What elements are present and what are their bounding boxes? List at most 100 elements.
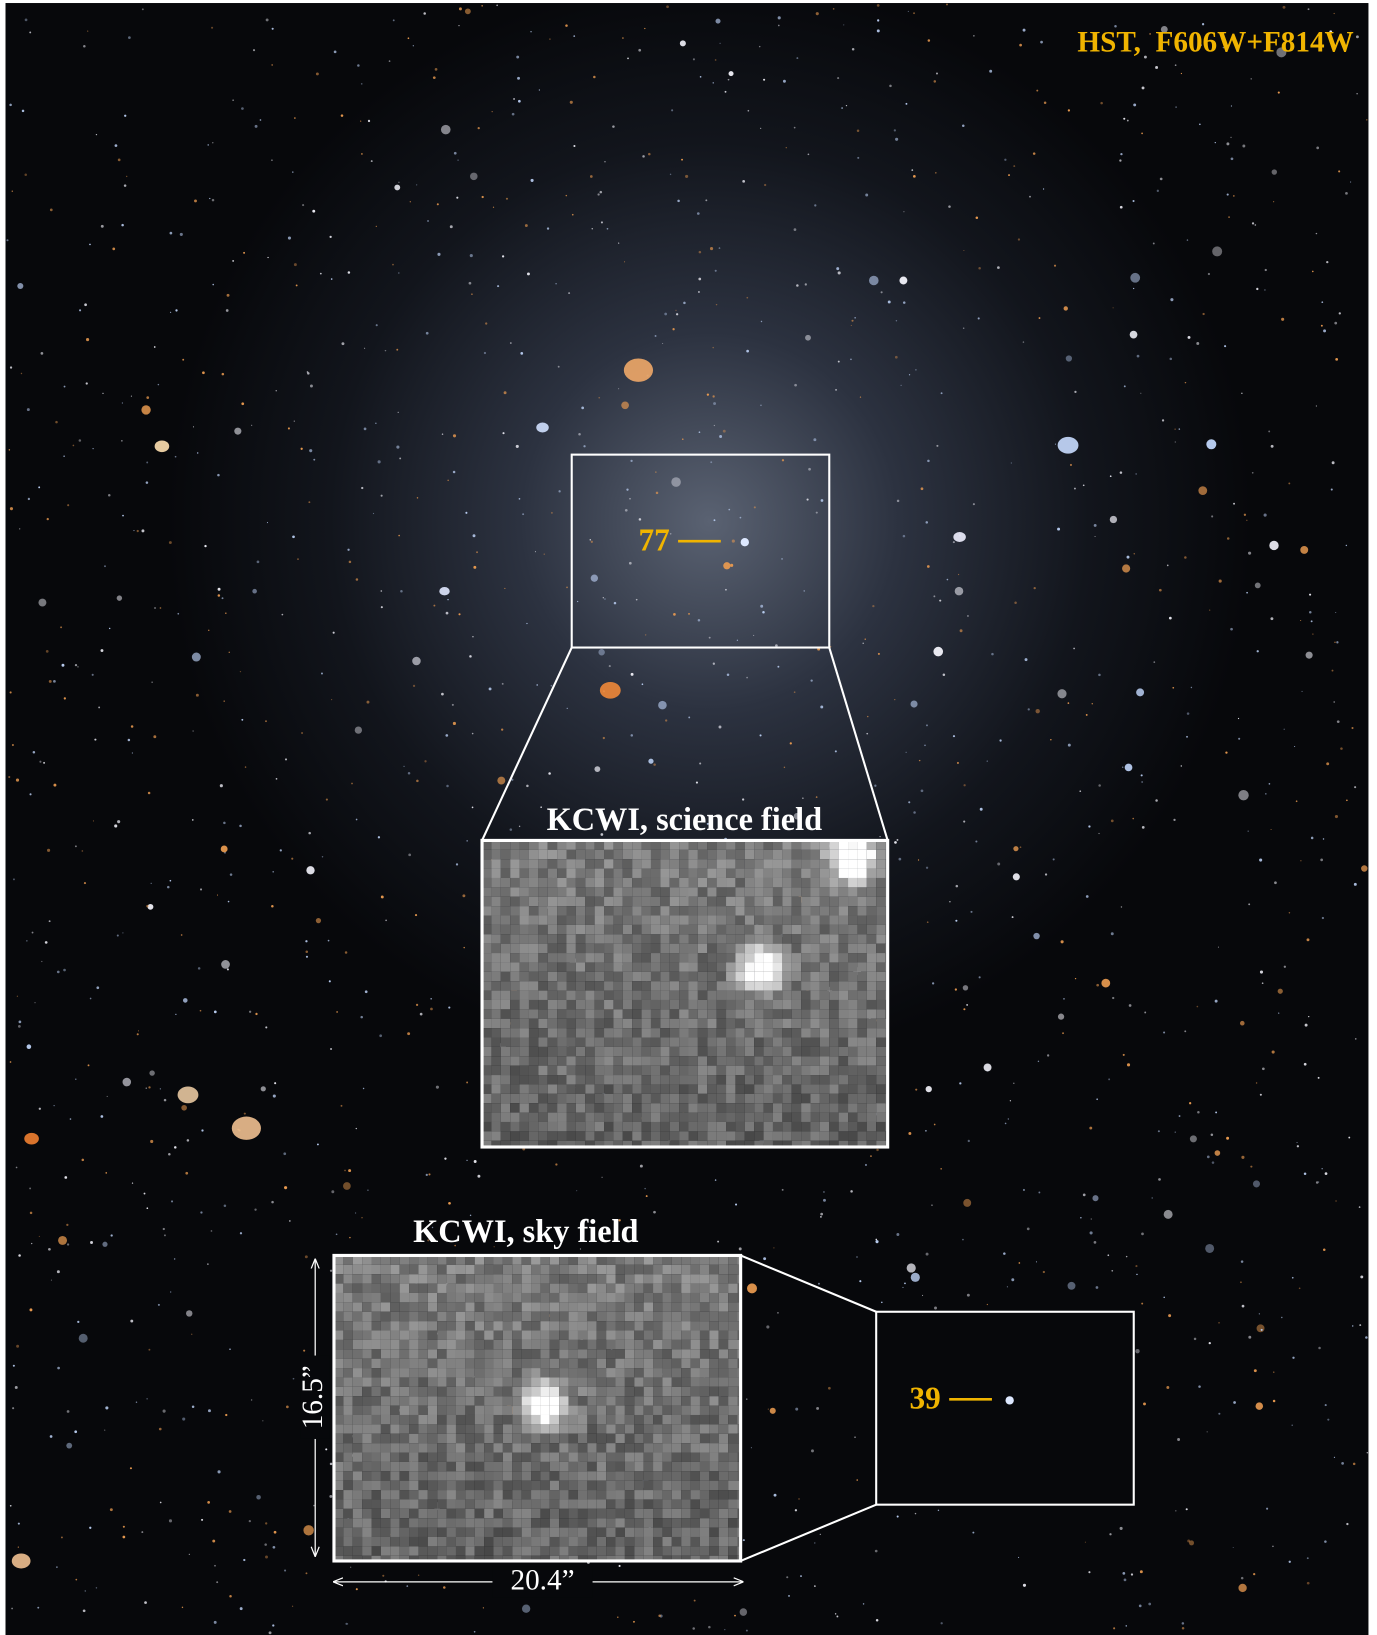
- pixel: [838, 849, 849, 860]
- star: [14, 1385, 18, 1389]
- star: [309, 449, 313, 453]
- pixel: [482, 1037, 492, 1047]
- pixel: [427, 1414, 438, 1425]
- pixel: [866, 1056, 877, 1066]
- pixel: [726, 999, 736, 1010]
- pixel: [596, 1461, 607, 1472]
- pixel: [650, 990, 661, 1000]
- pixel: [660, 1121, 670, 1132]
- pixel: [744, 934, 755, 944]
- pixel: [540, 1536, 550, 1547]
- star: [908, 1131, 912, 1135]
- pixel: [399, 1302, 410, 1312]
- pixel: [679, 962, 689, 972]
- pixel: [662, 1330, 672, 1340]
- pixel: [782, 1065, 792, 1076]
- pixel: [662, 1490, 672, 1500]
- star: [440, 124, 451, 135]
- pixel: [446, 1452, 456, 1462]
- star: [1126, 1063, 1131, 1067]
- pixel: [606, 1461, 616, 1472]
- pixel: [531, 1386, 541, 1397]
- star: [303, 1525, 314, 1536]
- pixel: [577, 1358, 588, 1369]
- pixel: [735, 1046, 745, 1057]
- star: [313, 458, 316, 461]
- star: [272, 1545, 276, 1549]
- pixel: [437, 1452, 447, 1462]
- star: [129, 1467, 132, 1470]
- region-box: [570, 453, 831, 649]
- star: [465, 511, 468, 514]
- pixel: [549, 1508, 560, 1519]
- star: [742, 179, 746, 183]
- star: [354, 726, 363, 734]
- pixel: [622, 1112, 633, 1122]
- pixel: [568, 1311, 578, 1322]
- pixel: [744, 1093, 755, 1104]
- galaxy: [623, 358, 654, 382]
- pixel: [772, 868, 783, 878]
- star: [221, 960, 230, 969]
- star: [908, 801, 911, 804]
- pixel: [679, 1112, 689, 1122]
- pixel: [380, 1358, 391, 1369]
- pixel: [521, 1461, 532, 1472]
- pixel: [606, 1339, 616, 1350]
- pixel: [575, 1103, 586, 1113]
- star: [777, 1312, 779, 1314]
- pixel: [587, 1302, 597, 1312]
- pixel: [632, 1028, 642, 1038]
- pixel: [688, 943, 698, 954]
- pixel: [540, 1339, 550, 1350]
- pixel: [568, 1405, 578, 1415]
- star: [123, 184, 127, 187]
- star: [819, 1533, 821, 1536]
- pixel: [594, 1056, 605, 1066]
- star: [30, 1242, 33, 1245]
- pixel: [735, 990, 745, 1000]
- pixel: [857, 943, 867, 954]
- star: [1264, 268, 1267, 272]
- pixel: [427, 1499, 438, 1509]
- pixel: [575, 1140, 586, 1148]
- pixel: [528, 868, 539, 878]
- pixel: [688, 1131, 698, 1141]
- pixel: [782, 1131, 792, 1141]
- star: [329, 1462, 333, 1466]
- pixel: [446, 1358, 456, 1369]
- pixel: [390, 1377, 400, 1387]
- pixel: [716, 840, 727, 850]
- star: [1012, 873, 1020, 881]
- star: [1136, 688, 1145, 697]
- pixel: [699, 1480, 710, 1491]
- pixel: [540, 1321, 550, 1331]
- pixel: [632, 915, 642, 925]
- star: [671, 477, 681, 487]
- star: [394, 184, 401, 191]
- pixel: [697, 1009, 708, 1019]
- pixel: [622, 1140, 633, 1148]
- pixel: [810, 971, 820, 982]
- star: [1155, 66, 1159, 69]
- star: [451, 703, 454, 706]
- star: [902, 1286, 904, 1288]
- pixel: [390, 1518, 400, 1528]
- star: [380, 590, 383, 592]
- galaxy: [536, 422, 549, 433]
- pixel: [791, 1084, 802, 1094]
- pixel: [718, 1471, 729, 1481]
- star: [1333, 1456, 1336, 1459]
- pixel: [540, 1386, 550, 1397]
- pixel: [709, 1264, 719, 1275]
- pixel: [455, 1490, 466, 1500]
- star: [517, 76, 520, 80]
- star: [1136, 354, 1140, 358]
- pixel: [465, 1461, 475, 1472]
- pixel: [848, 924, 858, 935]
- pixel: [615, 1452, 625, 1462]
- star: [396, 348, 399, 351]
- star: [1022, 28, 1026, 32]
- star: [635, 598, 638, 601]
- pixel: [613, 1046, 623, 1057]
